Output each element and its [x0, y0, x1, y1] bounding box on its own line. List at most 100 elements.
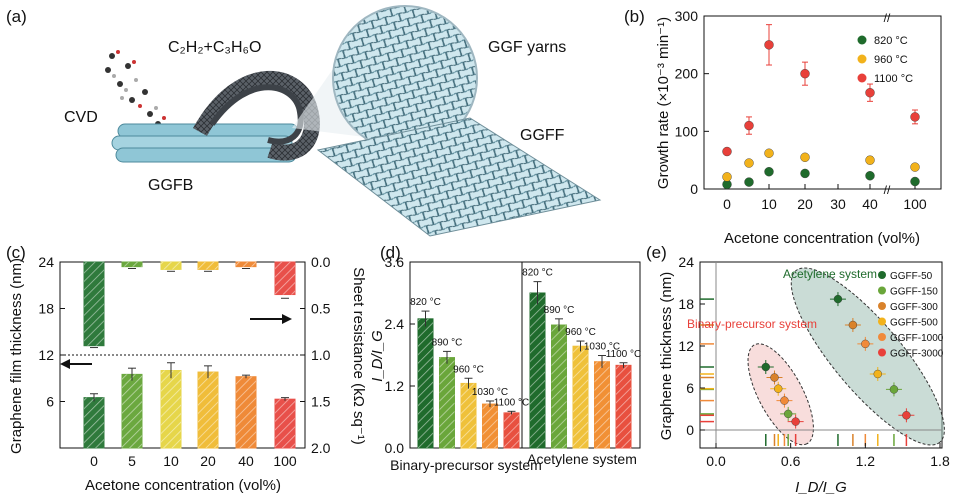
d-bar-hatch: [530, 293, 545, 448]
c-xtick-label: 0: [90, 453, 98, 469]
b-data-point: [764, 148, 774, 158]
c-thickness-bar-hatch: [84, 397, 104, 448]
b-data-point: [865, 171, 875, 181]
panel-d-frame: [409, 261, 641, 449]
panel-c-y2label: Sheet resistance (kΩ sq⁻¹): [350, 267, 367, 445]
b-xtick-label: 30: [830, 196, 846, 212]
panel-c-chart: (c) 6 12 18 24 0.0 0.5 1.0 1.5 2.0 0 5 10 20 40 100 Gr…: [6, 243, 367, 494]
b-legend-label: 960 °C: [874, 54, 908, 66]
b-legend-marker: [857, 35, 867, 45]
e-legend-label: GGFF-300: [890, 302, 938, 313]
e-legend-label: GGFF-3000: [890, 349, 944, 360]
b-data-point: [722, 146, 732, 157]
panel-e-acetylene-annotation: Acetylene system: [783, 267, 877, 281]
c-resistance-bar-hatch: [122, 262, 142, 267]
d-bar-temp-label: 1100 °C: [494, 397, 530, 408]
c-ytick-label: 6: [46, 394, 54, 410]
c-thickness-bar-hatch: [275, 399, 295, 448]
d-bar-temp-label: 890 °C: [544, 305, 575, 316]
d-bar-hatch: [616, 365, 631, 448]
c-xtick-label: 100: [273, 453, 297, 469]
c-thickness-bar-hatch: [236, 376, 256, 448]
ggfb-label: GGFB: [148, 177, 193, 194]
panel-a-label: (a): [6, 7, 27, 26]
panel-c-label: (c): [6, 243, 26, 262]
c-resistance-bar-hatch: [275, 262, 295, 295]
c-resistance-bar-hatch: [84, 262, 104, 346]
b-legend-marker: [857, 54, 867, 64]
b-data-point: [865, 87, 875, 98]
ggf-yarns-label: GGF yarns: [488, 39, 566, 56]
fiber-bundle-icon: [111, 71, 320, 163]
b-data-point: [744, 177, 754, 187]
d-ytick-label: 1.2: [385, 378, 405, 394]
d-bar-hatch: [482, 404, 498, 448]
e-xtick-label: 0.6: [781, 453, 801, 469]
panel-e-chart: (e) 0 6 12 18 24 0.0 0.6 1.2 1.8 GGFF-50 GGFF-150 G…: [646, 243, 950, 496]
c-y2tick-label: 1.5: [311, 394, 331, 410]
c-thickness-bar-hatch: [122, 374, 142, 448]
b-data-point: [910, 162, 920, 172]
c-xtick-label: 40: [238, 453, 254, 469]
e-binary-ellipse: [747, 343, 814, 446]
b-legend-label: 1100 °C: [874, 73, 913, 85]
precursor-formula: C₂H₂+C₃H₆O: [168, 39, 261, 56]
d-bar-temp-label: 1100 °C: [606, 349, 642, 360]
b-data-point: [744, 120, 754, 131]
e-data-point: [791, 417, 800, 426]
e-ytick-label: 18: [678, 296, 694, 312]
b-xtick-label: 100: [903, 196, 927, 212]
e-xtick-label: 1.8: [930, 453, 950, 469]
e-legend-marker: [878, 333, 886, 341]
c-y2tick-label: 0.5: [311, 301, 331, 317]
panel-b-label: (b): [624, 7, 645, 26]
e-acetylene-ellipse: [790, 267, 945, 446]
d-bar-hatch: [551, 325, 567, 448]
panel-e-binary-annotation: Binary-precursor system: [687, 317, 817, 331]
e-legend-label: GGFF-500: [890, 318, 938, 329]
panel-d-label: (d): [380, 243, 401, 262]
e-legend-label: GGFF-1000: [890, 333, 944, 344]
e-ytick-label: 24: [678, 254, 694, 270]
b-data-point: [910, 112, 920, 122]
e-data-point: [761, 362, 770, 372]
b-ytick-label: 0: [690, 181, 698, 197]
d-bar-hatch: [461, 383, 476, 448]
panel-e-xlabel: I_D/I_G: [795, 479, 847, 496]
b-axis-break-top: //: [884, 11, 891, 25]
d-bar-temp-label: 890 °C: [432, 337, 463, 348]
d-bar-hatch: [573, 346, 588, 448]
e-data-point: [861, 339, 870, 349]
d-bar-temp-label: 960 °C: [565, 327, 596, 338]
b-data-point: [910, 176, 920, 187]
d-bar-temp-label: 1030 °C: [472, 387, 508, 398]
c-thickness-bar-hatch: [198, 372, 218, 448]
b-data-point: [722, 172, 732, 182]
e-legend-marker: [878, 317, 886, 326]
b-xtick-label: 20: [797, 196, 813, 212]
c-y2tick-label: 0.0: [311, 254, 331, 270]
ggff-label: GGFF: [520, 127, 565, 144]
b-legend-label: 820 °C: [874, 35, 908, 47]
right-arrow-icon: [250, 314, 292, 324]
b-xtick-label: 0: [723, 196, 731, 212]
e-xtick-label: 0.0: [706, 453, 726, 469]
d-bar-temp-label: 960 °C: [453, 364, 484, 375]
panel-e-label: (e): [646, 243, 667, 262]
b-ytick-label: 300: [675, 8, 699, 24]
panel-b-xlabel: Acetone concentration (vol%): [724, 230, 920, 247]
d-ytick-label: 2.4: [385, 316, 405, 332]
c-resistance-bar-hatch: [161, 262, 181, 270]
c-xtick-label: 20: [200, 453, 216, 469]
e-data-point: [873, 369, 882, 379]
d-bar-temp-label: 1030 °C: [584, 342, 620, 353]
b-ytick-label: 100: [675, 123, 699, 139]
panel-e-ylabel: Graphene thickness (nm): [658, 272, 675, 440]
b-data-point: [865, 155, 875, 165]
panel-c-ylabel: Graphene film thickness (nm): [8, 258, 25, 454]
b-data-point: [764, 40, 774, 50]
c-xtick-label: 5: [128, 453, 136, 469]
d-bar-hatch: [504, 412, 519, 448]
molecules-icon: [105, 50, 169, 135]
e-legend-label: GGFF-150: [890, 287, 938, 298]
